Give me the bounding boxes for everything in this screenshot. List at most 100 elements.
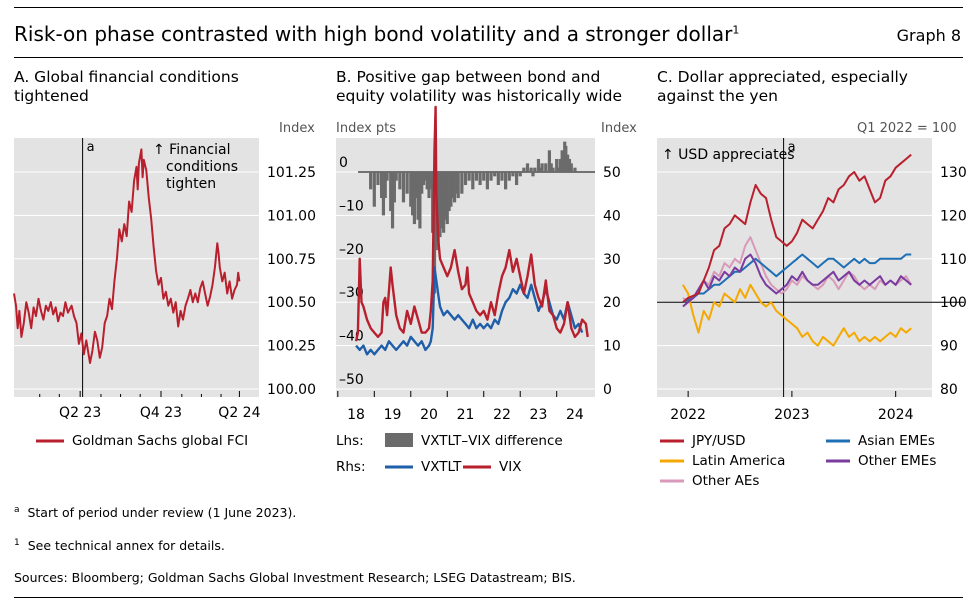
panel-b-xtick: 18 <box>347 407 365 423</box>
panel-b-gap-bar <box>555 158 559 172</box>
panel-c-annotation: ↑ USD appreciates <box>662 147 795 163</box>
panel-a-fci-line <box>13 148 241 364</box>
panel-b-gap-bar <box>429 172 433 190</box>
panel-b-gap-bar <box>421 172 426 186</box>
panel-b-gap-bar <box>412 172 417 225</box>
panel-b-gap-bar <box>496 172 500 186</box>
panel-b-gap-bar <box>443 172 448 220</box>
panel-c-xtick: 2023 <box>774 407 810 423</box>
panel-b-gap-bar <box>376 172 380 186</box>
panel-a-annotation: ↑ Financial <box>153 142 231 158</box>
panel-b-gap-bar <box>442 172 446 233</box>
panel-b-ytick-left: 0 <box>339 155 348 171</box>
legend-other-emes-label: Other EMEs <box>858 453 937 469</box>
panel-b-gap-bar <box>551 167 555 172</box>
panel-b-xtick: 20 <box>420 407 438 423</box>
panel-c-unit: Q1 2022 = 100 <box>857 121 957 136</box>
panel-b-gap-bar <box>540 163 544 172</box>
panel-b-gap-bar <box>390 172 395 229</box>
panel-c-jpy-usd-line <box>682 153 912 303</box>
panel-b-gap-bar <box>398 172 402 190</box>
panel-b-gap-bar <box>544 163 548 172</box>
panel-b-gap-bar <box>456 172 460 199</box>
panel-a-ytick: 100.50 <box>267 295 316 311</box>
panel-b-gap-bar <box>436 172 440 242</box>
panel-b-gap-bar <box>379 172 384 199</box>
panel-b-gap-bar <box>440 172 444 229</box>
panel-b-gap-bar <box>411 172 415 216</box>
legend-vix-label: VIX <box>499 459 522 475</box>
panel-b-gap-bar <box>485 172 489 190</box>
panel-b-gap-bar <box>425 172 429 190</box>
panel-b-gap-bar <box>533 167 537 172</box>
panel-a-ytick: 100.25 <box>267 339 316 355</box>
panel-b-gap-bar <box>454 172 458 194</box>
panel-c-title: C. Dollar appreciated, especially agains… <box>657 68 908 105</box>
panel-b-gap-bar <box>518 172 522 177</box>
panel-c-other-aes-line <box>682 236 913 304</box>
panel-b-gap-bar <box>389 172 393 212</box>
panel-b-title: B. Positive gap between bond and equity … <box>336 68 623 105</box>
panel-b-gap-bar <box>381 172 386 216</box>
panel-c-ytick: 100 <box>940 295 967 311</box>
panel-c-vline-label: a <box>788 140 796 155</box>
panel-b-gap-bar <box>493 172 497 177</box>
panel-c-ytick: 110 <box>940 252 967 268</box>
panel-b-ytick-right: 10 <box>603 339 621 355</box>
panel-b-gap-bar <box>529 167 533 172</box>
panel-b-gap-bar <box>536 158 541 172</box>
legend-jpy-label: JPY/USD <box>692 433 746 449</box>
panel-b-ytick-left: –40 <box>339 329 364 345</box>
panel-c-ytick: 120 <box>940 208 967 224</box>
panel-b-gap-bar <box>447 172 451 212</box>
panel-b-ytick-right: 50 <box>603 165 621 181</box>
panel-b-gap-bar <box>511 172 515 177</box>
panel-b-gap-bar <box>474 172 479 181</box>
panel-b-gap-bar <box>566 154 570 172</box>
panel-b-gap-bar <box>420 172 424 194</box>
panel-b-gap-bar <box>556 167 561 172</box>
panel-b-right-unit: Index <box>601 121 637 136</box>
legend-gap-label: VXTLT–VIX difference <box>421 433 563 449</box>
panel-b-gap-bar <box>438 172 442 238</box>
panel-b-gap-bar <box>471 172 475 190</box>
footnote-1: 1 See technical annex for details. <box>14 538 225 554</box>
panel-a-ytick: 100.75 <box>267 252 316 268</box>
bottom-rule <box>14 597 963 598</box>
legend-fci-label: Goldman Sachs global FCI <box>72 433 249 449</box>
panel-b-gap-bar <box>423 172 427 181</box>
panel-b-gap-bar <box>500 172 504 181</box>
panel-a-ytick: 101.00 <box>267 208 316 224</box>
panel-b-gap-bar <box>427 172 431 199</box>
panel-a-unit: Index <box>279 121 315 136</box>
panel-b-gap-bar <box>569 163 573 172</box>
panel-c-ytick: 130 <box>940 165 967 181</box>
panel-b-gap-bar <box>478 172 482 186</box>
sources-note: Sources: Bloomberg; Goldman Sachs Global… <box>14 570 576 585</box>
legend-vxtlt-label: VXTLT <box>421 459 462 475</box>
panel-b-gap-bar <box>549 163 553 172</box>
legend-other-aes-label: Other AEs <box>692 473 760 489</box>
panel-b-gap-bar <box>564 145 568 172</box>
panel-b-gap-bar <box>383 172 387 199</box>
panel-a-ytick: 100.00 <box>267 382 316 398</box>
panel-b-gap-bar <box>547 150 552 172</box>
panel-b-gap-bar <box>482 172 486 181</box>
panel-b-gap-bar <box>418 172 422 229</box>
panel-b-xtick: 23 <box>530 407 548 423</box>
panel-b-xtick: 21 <box>457 407 475 423</box>
panel-b-ytick-left: –20 <box>339 242 364 258</box>
footnote-a: a Start of period under review (1 June 2… <box>14 505 297 521</box>
legend-lhs-label: Lhs: <box>336 433 364 449</box>
panel-b-gap-bar <box>531 172 535 177</box>
panel-b-gap-bar <box>369 172 373 190</box>
panel-a-title: A. Global financial conditions tightened <box>14 68 239 105</box>
panel-b-xtick: 19 <box>384 407 402 423</box>
panel-c-ytick: 90 <box>940 339 958 355</box>
top-rule <box>14 7 963 8</box>
panel-b-vix-line <box>354 105 589 342</box>
panel-b-xtick: 24 <box>566 407 584 423</box>
title-rule <box>14 57 963 58</box>
panel-b-gap-bar <box>567 158 572 172</box>
panel-a-annotation: tighten <box>166 176 216 192</box>
